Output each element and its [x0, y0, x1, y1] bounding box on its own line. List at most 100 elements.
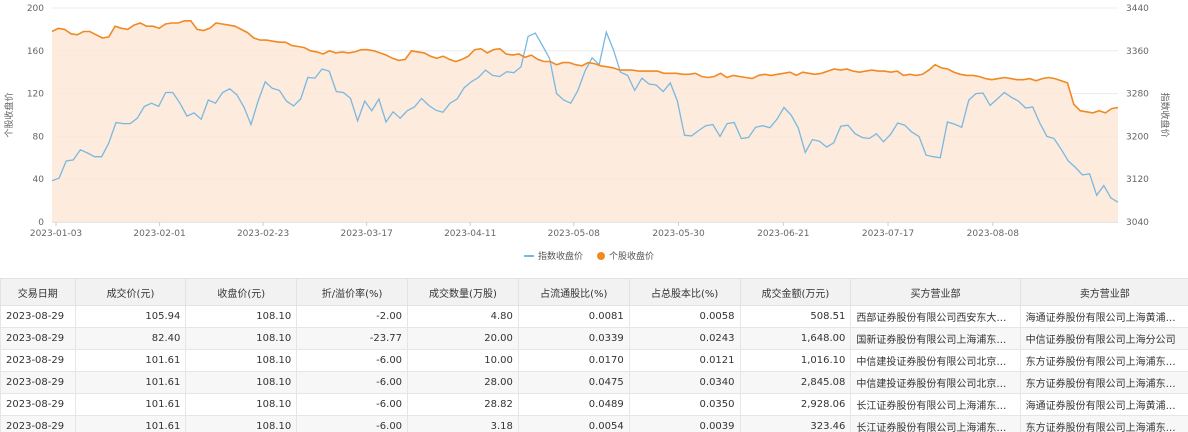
table-cell: 28.00 [407, 371, 519, 394]
table-cell: 508.51 [739, 305, 852, 328]
table-cell: -6.00 [296, 415, 409, 432]
header-buyer[interactable]: 买方营业部 [850, 278, 1021, 306]
table-cell: 0.0081 [517, 305, 630, 328]
table-cell: 东方证券股份有限公司上海浦东新区证券营业部 [1019, 371, 1188, 394]
table-cell: -6.00 [296, 393, 409, 416]
table-row[interactable]: 2023-08-29 101.61 108.10 -6.00 28.82 0.0489 0.… [0, 393, 1188, 416]
table-cell: 3.18 [407, 415, 519, 432]
table-cell: -6.00 [296, 371, 409, 394]
legend-stock-marker [597, 252, 605, 260]
table-cell: 4.80 [407, 305, 519, 328]
x-tick-label: 2023-02-23 [237, 229, 289, 239]
table-cell: 2,928.06 [739, 393, 852, 416]
table-cell: 0.0054 [517, 415, 630, 432]
table-cell: 101.61 [74, 371, 187, 394]
x-tick-label: 2023-05-30 [652, 229, 705, 239]
table-cell: 海通证券股份有限公司上海黄浦区证券营业部 [1019, 305, 1188, 328]
table-cell: 28.82 [407, 393, 519, 416]
table-cell: 0.0243 [628, 327, 741, 350]
table-cell: 108.10 [185, 327, 298, 350]
series-line-stock-close [51, 19, 1119, 114]
table-cell: 0.0039 [628, 415, 741, 432]
table-cell: 1,648.00 [739, 327, 852, 350]
table-cell: 0.0350 [628, 393, 741, 416]
block-trade-table-container: 交易日期 成交价(元) 收盘价(元) 折/溢价率(%) 成交数量(万股) 占流通… [0, 278, 1188, 432]
table-cell: 2,845.08 [739, 371, 852, 394]
table-cell: 0.0340 [628, 371, 741, 394]
table-row[interactable]: 2023-08-29 101.61 108.10 -6.00 28.00 0.0475 0.… [0, 371, 1188, 394]
x-tick-label: 2023-08-08 [967, 229, 1020, 239]
legend-index-label: 指数收盘价 [538, 250, 583, 262]
table-cell: 82.40 [74, 327, 187, 350]
table-row[interactable]: 2023-08-29 101.61 108.10 -6.00 10.00 0.0170 0.… [0, 349, 1188, 372]
dual-axis-line-chart: 0 40 80 120 160 200 3040 3120 3200 3280 3360 3440 个股… [3, 4, 1171, 262]
table-cell: 东方证券股份有限公司上海浦东新区证券营业部 [1019, 415, 1188, 432]
table-cell: -23.77 [296, 327, 409, 350]
table-row[interactable]: 2023-08-29 101.61 108.10 -6.00 3.18 0.0054 0.0… [0, 415, 1188, 432]
header-volume[interactable]: 成交数量(万股) [407, 278, 519, 306]
table-cell: 2023-08-29 [0, 327, 76, 350]
y-left-tick-label: 40 [33, 175, 45, 185]
table-cell: 2023-08-29 [0, 371, 76, 394]
table-cell: 0.0121 [628, 349, 741, 372]
table-cell: 中信建投证券股份有限公司北京东城区证券营业部 [850, 349, 1021, 372]
table-body: 2023-08-29 105.94 108.10 -2.00 4.80 0.0081 0.0… [0, 305, 1188, 432]
y-left-tick-label: 200 [27, 4, 44, 14]
table-cell: 西部证券股份有限公司西安东大街证券营业部 [850, 305, 1021, 328]
table-cell: 东方证券股份有限公司上海浦东新区证券营业部 [1019, 349, 1188, 372]
table-cell: -6.00 [296, 349, 409, 372]
table-cell: 海通证券股份有限公司上海黄浦区证券营业部 [1019, 393, 1188, 416]
table-cell: 108.10 [185, 371, 298, 394]
table-row[interactable]: 2023-08-29 105.94 108.10 -2.00 4.80 0.0081 0.0… [0, 305, 1188, 328]
table-cell: 长江证券股份有限公司上海浦东新区证券营业部 [850, 393, 1021, 416]
y-right-tick-label: 3360 [1126, 47, 1149, 57]
x-tick-label: 2023-07-17 [862, 229, 914, 239]
header-total-ratio[interactable]: 占总股本比(%) [628, 278, 741, 306]
table-cell: 2023-08-29 [0, 305, 76, 328]
table-cell: 101.61 [74, 393, 187, 416]
x-tick-label: 2023-01-03 [30, 229, 82, 239]
table-cell: 0.0339 [517, 327, 630, 350]
y-left-tick-label: 120 [27, 90, 44, 100]
y-right-tick-label: 3440 [1126, 4, 1149, 14]
y-right-tick-label: 3280 [1126, 90, 1149, 100]
table-cell: 323.46 [739, 415, 852, 432]
x-tick-label: 2023-04-11 [444, 229, 496, 239]
series-line-index-close [51, 29, 1119, 203]
table-cell: 108.10 [185, 305, 298, 328]
y-left-tick-label: 0 [38, 218, 44, 228]
x-tick-label: 2023-06-21 [757, 229, 809, 239]
block-trade-table: 交易日期 成交价(元) 收盘价(元) 折/溢价率(%) 成交数量(万股) 占流通… [0, 278, 1188, 432]
header-close-price[interactable]: 收盘价(元) [185, 278, 298, 306]
table-cell: 108.10 [185, 393, 298, 416]
table-cell: 1,016.10 [739, 349, 852, 372]
y-right-axis-title: 指数收盘价 [1159, 92, 1171, 137]
y-right-tick-label: 3120 [1126, 175, 1149, 185]
table-cell: 105.94 [74, 305, 187, 328]
table-cell: 2023-08-29 [0, 415, 76, 432]
y-left-axis-title: 个股收盘价 [3, 92, 15, 137]
table-row[interactable]: 2023-08-29 82.40 108.10 -23.77 20.00 0.0339 0.… [0, 327, 1188, 350]
table-cell: 长江证券股份有限公司上海浦东新区证券营业部 [850, 415, 1021, 432]
header-amount[interactable]: 成交金额(万元) [739, 278, 852, 306]
table-cell: 108.10 [185, 349, 298, 372]
table-cell: 国新证券股份有限公司上海浦东新区证券营业部 [850, 327, 1021, 350]
table-cell: 中信证券股份有限公司上海分公司 [1019, 327, 1188, 350]
table-cell: 101.61 [74, 415, 187, 432]
table-cell: 0.0489 [517, 393, 630, 416]
legend-stock-label: 个股收盘价 [609, 250, 654, 262]
y-right-tick-label: 3200 [1126, 132, 1149, 142]
table-header-row: 交易日期 成交价(元) 收盘价(元) 折/溢价率(%) 成交数量(万股) 占流通… [0, 278, 1188, 306]
table-cell: -2.00 [296, 305, 409, 328]
header-trade-date[interactable]: 交易日期 [0, 278, 76, 306]
header-seller[interactable]: 卖方营业部 [1019, 278, 1188, 306]
table-cell: 2023-08-29 [0, 393, 76, 416]
header-float-ratio[interactable]: 占流通股比(%) [517, 278, 630, 306]
header-premium-rate[interactable]: 折/溢价率(%) [296, 278, 409, 306]
table-cell: 0.0475 [517, 371, 630, 394]
table-cell: 0.0170 [517, 349, 630, 372]
y-left-tick-label: 160 [27, 47, 44, 57]
header-trade-price[interactable]: 成交价(元) [74, 278, 187, 306]
table-cell: 0.0058 [628, 305, 741, 328]
table-cell: 10.00 [407, 349, 519, 372]
